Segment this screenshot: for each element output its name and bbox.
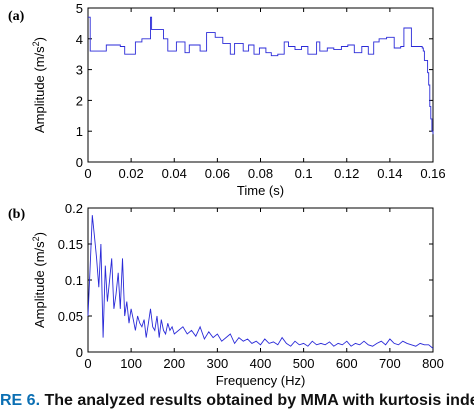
panel-b-y-tick-label: 0.05 <box>58 309 83 324</box>
panel-a-y-tick-label: 3 <box>76 63 83 78</box>
panel-a-x-tick-label: 0.14 <box>377 166 402 181</box>
panel-a-x-tick-label: 0.06 <box>205 166 230 181</box>
panel-b-y-axis-label-main: Amplitude (m/s <box>32 241 47 328</box>
panel-b-label: (b) <box>8 207 25 222</box>
panel-b-y-axis-label-end: ) <box>32 232 47 236</box>
caption-text: The analyzed results obtained by MMA wit… <box>44 392 474 409</box>
panel-b-y-tick-label: 0.1 <box>65 273 83 288</box>
panel-a-y-tick-label: 4 <box>76 32 83 47</box>
panel-a-y-tick-label: 0 <box>76 155 83 170</box>
panel-a-x-tick-label: 0.02 <box>118 166 143 181</box>
panel-b-y-tick-label: 0.15 <box>58 237 83 252</box>
panel-a-x-tick-label: 0.1 <box>295 166 313 181</box>
panel-a-y-axis-label-end: ) <box>32 37 47 41</box>
panel-b-x-tick-label: 500 <box>293 356 315 371</box>
panel-b-y-axis-label-sup: 2 <box>31 236 41 241</box>
panel-a-label: (a) <box>8 9 25 24</box>
panel-b-axes-frame <box>87 207 434 353</box>
panel-a-x-tick-label: 0.08 <box>248 166 273 181</box>
caption-figure-label: RE 6. <box>0 392 41 409</box>
panel-b-x-tick-label: 700 <box>379 356 401 371</box>
panel-b-x-tick-label: 100 <box>120 356 142 371</box>
panel-b-x-tick-label: 200 <box>163 356 185 371</box>
panel-a-y-axis-label-main: Amplitude (m/s <box>32 46 47 133</box>
panel-a-y-axis-label: Amplitude (m/s2) <box>31 37 47 133</box>
panel-a-x-axis-label: Time (s) <box>237 183 284 198</box>
panel-b-x-axis-label: Frequency (Hz) <box>216 373 306 388</box>
panel-b-chart: 0 100 200 300 400 500 600 700 800 0 0.05 0.1 0.15 0.2… <box>8 201 444 388</box>
panel-b-y-tick-label: 0.2 <box>65 201 83 216</box>
panel-a-y-tick-label: 2 <box>76 93 83 108</box>
panel-a-x-tick-label: 0.16 <box>420 166 445 181</box>
panel-a-x-tick-label: 0 <box>84 166 91 181</box>
panel-a-x-tick-label: 0.04 <box>162 166 187 181</box>
panel-a-series-line <box>88 16 434 135</box>
panel-b-x-tick-label: 800 <box>422 356 444 371</box>
panel-a-axes-frame <box>87 7 434 163</box>
panel-b-x-tick-label: 600 <box>336 356 358 371</box>
panel-a-chart: 0 0.02 0.04 0.06 0.08 0.1 0.12 0.14 0.16 0 1 2 3 4 5 Ti… <box>8 1 446 198</box>
panel-a-y-axis-label-sup: 2 <box>31 41 41 46</box>
panel-a-x-tick-label: 0.12 <box>334 166 359 181</box>
panel-b-x-tick-label: 300 <box>207 356 229 371</box>
panel-b-x-tick-label: 400 <box>250 356 272 371</box>
panel-b-y-axis-label: Amplitude (m/s2) <box>31 232 47 328</box>
panel-a-y-tick-label: 1 <box>76 124 83 139</box>
panel-a-y-tick-label: 5 <box>76 1 83 16</box>
figure-caption: RE 6. The analyzed results obtained by M… <box>0 388 474 414</box>
panel-b-series-line <box>87 215 434 349</box>
panel-b-y-tick-label: 0 <box>76 345 83 360</box>
panel-b-x-tick-label: 0 <box>84 356 91 371</box>
